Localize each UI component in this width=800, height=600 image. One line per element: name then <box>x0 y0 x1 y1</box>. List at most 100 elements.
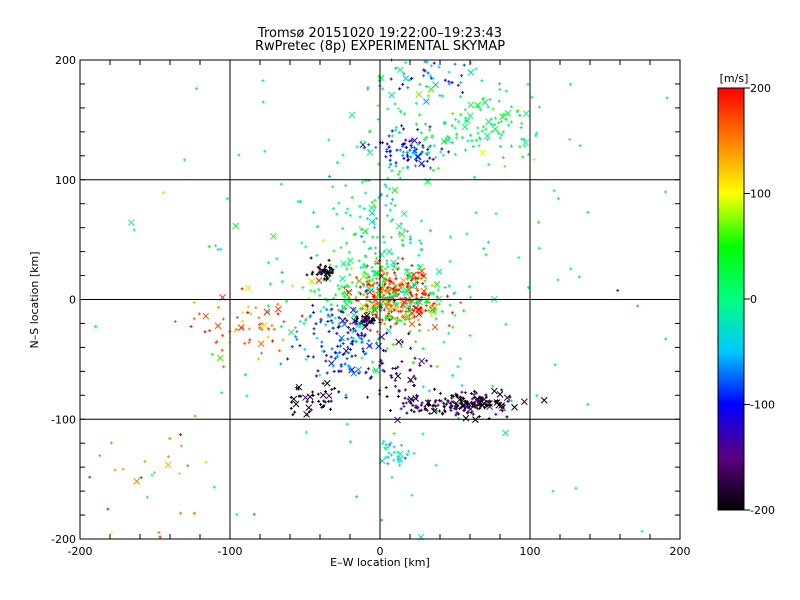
data-point-plus <box>330 347 334 351</box>
data-point-plus <box>389 325 393 329</box>
data-point-plus <box>504 322 508 326</box>
data-point-plus <box>306 354 310 358</box>
data-point-plus <box>428 291 432 295</box>
data-point-plus <box>301 285 305 289</box>
data-point-plus <box>157 530 161 534</box>
data-point-cross <box>466 112 474 120</box>
data-point-cross <box>343 301 350 308</box>
data-point-plus <box>472 395 476 399</box>
data-point-plus <box>384 443 388 447</box>
data-point-plus <box>362 262 366 266</box>
data-point-plus <box>370 278 374 282</box>
data-point-plus <box>388 443 392 447</box>
data-point-plus <box>348 322 352 326</box>
data-point-plus <box>457 120 461 124</box>
data-point-plus <box>454 132 458 136</box>
data-point-plus <box>453 313 457 317</box>
data-point-plus <box>482 125 486 129</box>
data-point-plus <box>407 283 411 287</box>
data-point-plus <box>497 99 501 103</box>
data-point-plus <box>366 85 370 89</box>
data-point-plus <box>466 139 470 143</box>
data-point-plus <box>335 212 339 216</box>
data-point-plus <box>385 194 389 198</box>
data-point-plus <box>451 325 455 329</box>
data-point-plus <box>466 410 470 414</box>
data-point-plus <box>431 157 435 161</box>
data-point-plus <box>486 105 490 109</box>
data-point-plus <box>358 336 362 340</box>
data-point-plus <box>390 169 394 173</box>
data-point-plus <box>410 264 414 268</box>
data-point-plus <box>121 467 125 471</box>
data-point-plus <box>440 310 444 314</box>
data-point-plus <box>364 266 368 270</box>
data-point-plus <box>340 307 344 311</box>
data-point-plus <box>475 403 479 407</box>
data-point-plus <box>339 246 343 250</box>
data-point-plus <box>331 321 335 325</box>
data-point-plus <box>453 126 457 130</box>
data-point-plus <box>363 264 367 268</box>
data-point-plus <box>339 309 343 313</box>
data-point-plus <box>331 207 335 211</box>
data-point-plus <box>423 405 427 409</box>
data-point-plus <box>416 271 420 275</box>
data-point-plus <box>428 166 432 170</box>
data-point-cross <box>423 296 431 304</box>
data-point-plus <box>386 462 390 466</box>
data-point-plus <box>280 279 284 283</box>
colorbar-tick-label: 200 <box>750 82 771 95</box>
data-point-cross <box>435 268 443 275</box>
data-point-plus <box>410 316 414 320</box>
data-point-plus <box>397 389 401 393</box>
data-point-plus <box>344 183 348 187</box>
data-point-plus <box>474 211 478 215</box>
data-point-cross <box>363 316 371 323</box>
data-point-plus <box>330 313 334 317</box>
data-point-plus <box>480 129 484 133</box>
data-point-plus <box>394 372 398 376</box>
data-point-plus <box>381 361 385 365</box>
data-point-plus <box>443 139 447 143</box>
data-point-plus <box>586 210 590 214</box>
data-point-plus <box>419 219 423 223</box>
data-point-plus <box>354 232 358 236</box>
data-point-plus <box>429 364 433 368</box>
data-point-plus <box>434 155 438 159</box>
data-point-plus <box>370 265 374 269</box>
data-point-plus <box>420 273 424 277</box>
data-point-plus <box>279 362 283 366</box>
colorbar <box>717 87 745 511</box>
data-point-plus <box>217 305 221 309</box>
data-point-plus <box>357 259 361 263</box>
colorbar-unit-label: [m/s] <box>720 72 749 85</box>
data-point-plus <box>427 308 431 312</box>
data-point-plus <box>394 66 398 70</box>
data-point-cross <box>290 395 298 403</box>
data-point-plus <box>355 310 359 314</box>
data-point-plus <box>430 134 434 138</box>
data-point-plus <box>381 441 385 445</box>
data-point-plus <box>268 282 272 286</box>
data-point-plus <box>519 126 523 130</box>
data-point-plus <box>350 301 354 305</box>
data-point-plus <box>423 284 427 288</box>
data-point-plus <box>410 138 414 142</box>
data-point-plus <box>506 123 510 127</box>
data-point-plus <box>568 137 572 141</box>
data-point-plus <box>427 146 431 150</box>
data-point-plus <box>499 120 503 124</box>
data-point-plus <box>383 249 387 253</box>
data-point-plus <box>158 535 162 539</box>
data-point-plus <box>402 156 406 160</box>
data-point-plus <box>423 122 427 126</box>
data-point-cross <box>396 450 404 458</box>
data-point-plus <box>450 396 454 400</box>
data-point-plus <box>318 269 322 273</box>
data-point-plus <box>350 336 354 340</box>
data-point-plus <box>500 133 504 137</box>
data-point-plus <box>463 148 467 152</box>
data-point-cross <box>263 308 271 316</box>
data-point-plus <box>186 464 190 468</box>
